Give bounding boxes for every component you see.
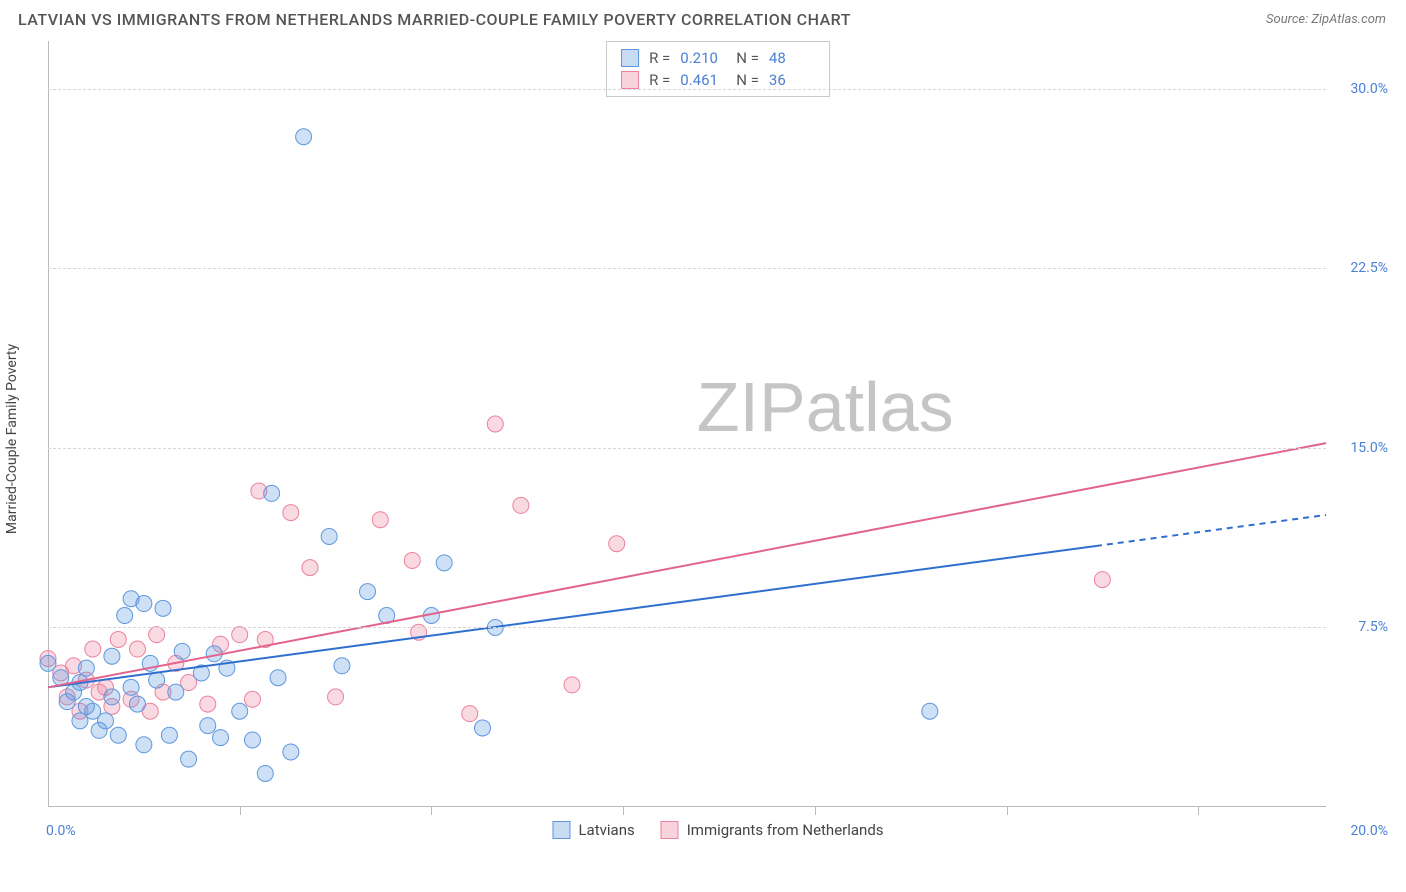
grid-line (48, 268, 1326, 269)
y-tick-label: 7.5% (1358, 619, 1388, 635)
grid-line (48, 448, 1326, 449)
y-axis-label: Married-Couple Family Poverty (4, 344, 20, 534)
series-legend: Latvians Immigrants from Netherlands (552, 821, 883, 839)
x-max-label: 20.0% (1350, 823, 1388, 839)
chart-title: LATVIAN VS IMMIGRANTS FROM NETHERLANDS M… (18, 10, 851, 29)
chart-area: Married-Couple Family Poverty ZIPatlas R… (48, 41, 1388, 837)
x-tick (1198, 807, 1199, 815)
x-tick (431, 807, 432, 815)
legend-item-pink: Immigrants from Netherlands (661, 821, 884, 839)
grid-line (48, 627, 1326, 628)
x-tick (815, 807, 816, 815)
y-tick-label: 30.0% (1350, 81, 1388, 97)
scatter-plot (48, 41, 1388, 837)
swatch-blue-icon (552, 821, 570, 839)
swatch-pink-icon (661, 821, 679, 839)
y-tick-label: 22.5% (1350, 260, 1388, 276)
legend-item-blue: Latvians (552, 821, 634, 839)
x-origin-label: 0.0% (46, 823, 76, 839)
grid-line (48, 89, 1326, 90)
x-tick (623, 807, 624, 815)
source-credit: Source: ZipAtlas.com (1266, 12, 1386, 27)
x-tick (240, 807, 241, 815)
x-tick (1007, 807, 1008, 815)
y-tick-label: 15.0% (1350, 440, 1388, 456)
